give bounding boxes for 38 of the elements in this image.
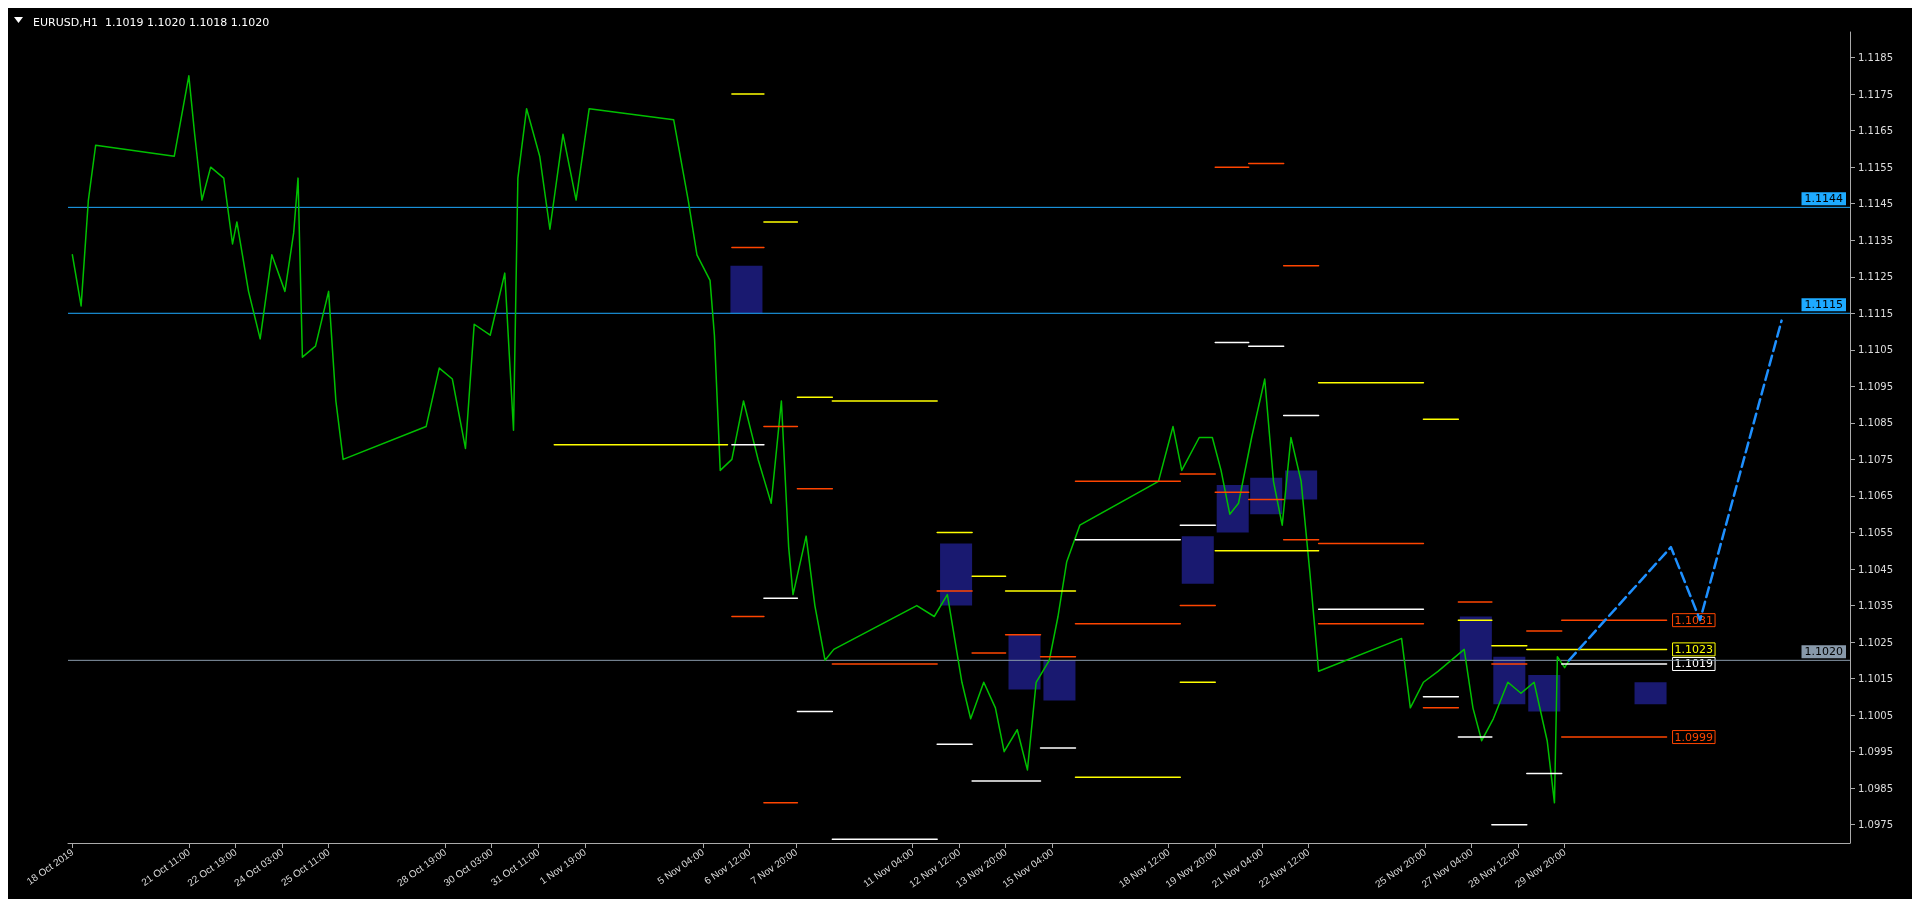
- bar: [940, 543, 973, 606]
- annotation: 1.0999: [1674, 730, 1714, 744]
- bar: [1285, 470, 1318, 500]
- ref-line-label: 1.1115: [1804, 298, 1843, 312]
- y-tick-label: 1.1035: [1858, 600, 1893, 612]
- bar: [1181, 536, 1214, 584]
- ref-line-label: 1.1144: [1804, 192, 1843, 206]
- y-tick-label: 1.1005: [1858, 709, 1893, 721]
- bar: [1043, 660, 1076, 701]
- y-tick-label: 1.1015: [1858, 673, 1893, 685]
- y-tick-label: 1.1055: [1858, 526, 1893, 538]
- annotation: 1.1023: [1674, 642, 1714, 656]
- y-tick-label: 1.1175: [1858, 88, 1893, 100]
- y-tick-label: 1.0985: [1858, 782, 1893, 794]
- annotation: 1.1019: [1674, 657, 1714, 671]
- y-tick-label: 1.1165: [1858, 125, 1893, 137]
- y-tick-label: 1.0995: [1858, 746, 1893, 758]
- y-tick-label: 1.1045: [1858, 563, 1893, 575]
- bar: [1634, 682, 1667, 705]
- chart-title: EURUSD,H1 1.1019 1.1020 1.1018 1.1020: [33, 16, 270, 29]
- y-tick-label: 1.1065: [1858, 490, 1893, 502]
- y-tick-label: 1.1025: [1858, 636, 1893, 648]
- bar: [730, 265, 763, 314]
- bar: [1008, 634, 1041, 690]
- bar: [1528, 674, 1561, 712]
- y-tick-label: 1.1105: [1858, 344, 1893, 356]
- y-tick-label: 1.1145: [1858, 198, 1893, 210]
- y-tick-label: 1.1085: [1858, 417, 1893, 429]
- y-tick-label: 1.0975: [1858, 819, 1893, 831]
- y-tick-label: 1.1095: [1858, 380, 1893, 392]
- y-tick-label: 1.1155: [1858, 161, 1893, 173]
- y-tick-label: 1.1075: [1858, 453, 1893, 465]
- ref-line-label: 1.1020: [1804, 645, 1843, 659]
- y-tick-label: 1.1115: [1858, 307, 1893, 319]
- line-series: [71, 75, 1570, 804]
- y-tick-label: 1.1135: [1858, 234, 1893, 246]
- y-tick-label: 1.1185: [1858, 52, 1893, 64]
- y-tick-label: 1.1125: [1858, 271, 1893, 283]
